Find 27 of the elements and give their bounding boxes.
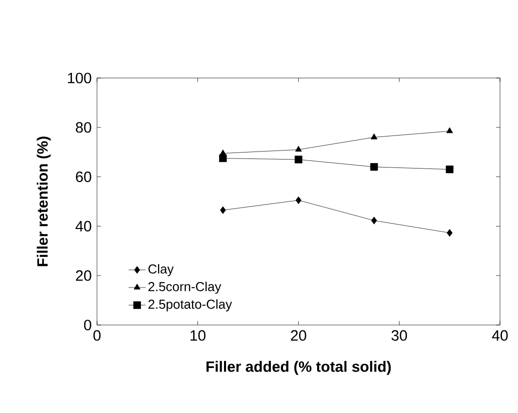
- x-tick-label: 20: [290, 330, 306, 341]
- x-axis-title: Filler added (% total solid): [206, 360, 391, 375]
- point: [294, 156, 302, 164]
- x-tick-label: 0: [93, 330, 101, 341]
- y-tick-label: 20: [76, 270, 92, 281]
- point: [446, 166, 454, 174]
- x-tick-label: 30: [392, 330, 407, 341]
- legend-label: Clay: [148, 264, 174, 276]
- y-tick-label: 40: [76, 220, 92, 232]
- legend-label: 2.5corn-Clay: [148, 282, 222, 294]
- y-tick-label: 80: [76, 122, 92, 133]
- y-tick-label: 0: [84, 320, 92, 330]
- point: [370, 133, 378, 140]
- x-tick-label: 40: [492, 330, 508, 341]
- point: [446, 229, 453, 237]
- x-tick-label: 10: [190, 330, 206, 341]
- y-tick-label: 60: [76, 172, 92, 182]
- point: [295, 146, 302, 152]
- point: [371, 216, 377, 224]
- point: [220, 206, 226, 214]
- point: [446, 127, 453, 134]
- point: [370, 163, 378, 171]
- point: [296, 196, 302, 204]
- legend-label: 2.5potato-Clay: [148, 299, 232, 312]
- y-axis-title: Filler retention (%): [36, 136, 51, 266]
- y-tick-label: 100: [68, 72, 92, 84]
- point: [219, 154, 227, 162]
